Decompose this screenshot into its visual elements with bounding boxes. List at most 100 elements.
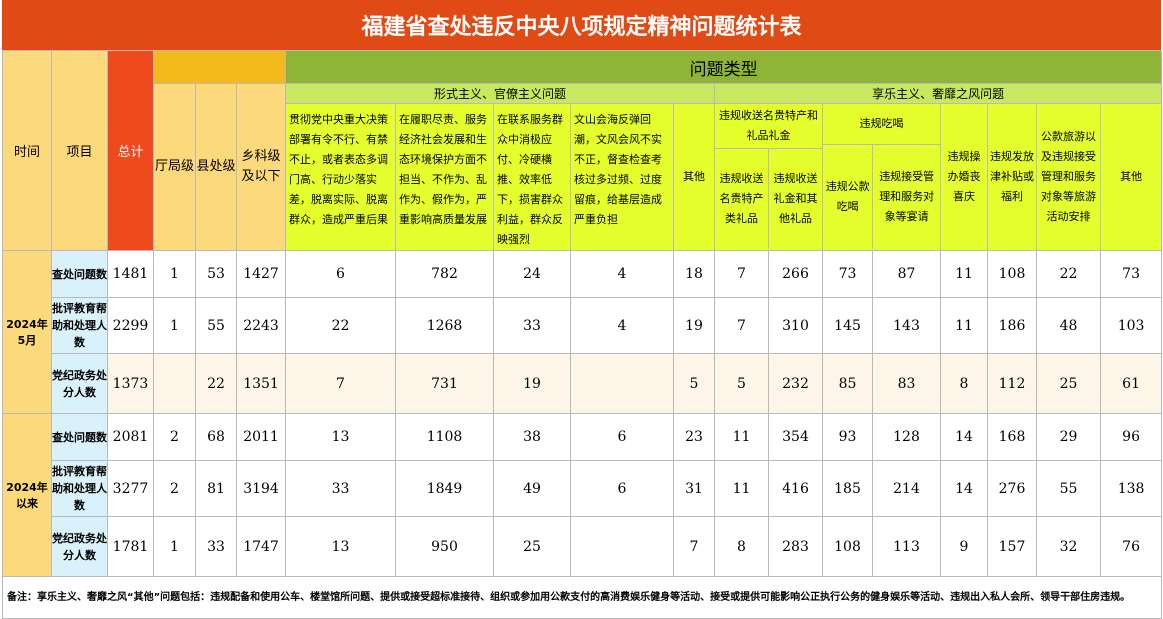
cell-value: 6	[285, 250, 397, 298]
footnote: 备注：享乐主义、奢靡之风“其他”问题包括：违规配备和使用公车、楼堂馆所问题、提供…	[1, 576, 1163, 619]
row-item: 党纪政务处分人数	[51, 516, 108, 577]
header-formalism-col: 其他	[673, 103, 716, 251]
header-level-band	[152, 50, 287, 84]
cell-value: 8	[714, 516, 770, 577]
cell-value: 76	[1100, 516, 1163, 577]
cell-value: 185	[822, 460, 874, 517]
cell-value: 5	[714, 353, 770, 414]
cell-value	[153, 353, 196, 414]
header-gift-cell: 违规收送名贵特产和礼品礼金 违规收送名贵特产类礼品 违规收送礼金和其他礼品	[714, 103, 824, 251]
header-level-2: 乡科级及以下	[235, 83, 287, 251]
cell-value: 2011	[235, 413, 287, 461]
header-hedonism-col: 违规发放津补贴或福利	[987, 103, 1038, 251]
header-dining-col: 违规公款吃喝	[824, 145, 874, 249]
cell-value: 103	[1100, 297, 1163, 354]
cell-value: 266	[768, 250, 824, 298]
period-label: 2024年以来	[2, 413, 52, 577]
cell-value: 19	[493, 353, 572, 414]
cell-value: 14	[940, 413, 989, 461]
header-total: 总计	[107, 50, 154, 251]
cell-value: 14	[940, 460, 989, 517]
cell-value: 68	[195, 413, 237, 461]
cell-value: 2	[153, 460, 196, 517]
cell-value: 29	[1036, 413, 1102, 461]
cell-value: 22	[285, 297, 397, 354]
cell-value: 143	[872, 297, 942, 354]
cell-value: 2299	[107, 297, 154, 354]
cell-value: 1268	[395, 297, 495, 354]
cell-value: 1427	[235, 250, 287, 298]
cell-value: 1	[153, 516, 196, 577]
cell-value: 145	[822, 297, 874, 354]
header-hedonism-col: 公款旅游以及违规接受管理和服务对象等旅游活动安排	[1036, 103, 1102, 251]
page-title: 福建省查处违反中央八项规定精神问题统计表	[2, 0, 1161, 50]
cell-value: 1108	[395, 413, 495, 461]
cell-value: 32	[1036, 516, 1102, 577]
cell-value: 128	[872, 413, 942, 461]
header-level-0: 厅局级	[153, 83, 196, 251]
cell-value: 55	[195, 297, 237, 354]
cell-value: 168	[987, 413, 1038, 461]
cell-value: 33	[285, 460, 397, 517]
header-formalism-col: 在履职尽责、服务经济社会发展和生态环境保护方面不担当、不作为、乱作为、假作为，严…	[395, 103, 495, 251]
header-item: 项目	[51, 50, 108, 251]
cell-value: 11	[940, 250, 989, 298]
cell-value: 48	[1036, 297, 1102, 354]
cell-value: 93	[822, 413, 874, 461]
cell-value: 950	[395, 516, 495, 577]
cell-value: 112	[987, 353, 1038, 414]
cell-value: 2081	[107, 413, 154, 461]
cell-value: 19	[673, 297, 716, 354]
row-item: 党纪政务处分人数	[51, 353, 108, 414]
cell-value: 13	[285, 413, 397, 461]
cell-value: 1849	[395, 460, 495, 517]
cell-value: 6	[570, 413, 675, 461]
cell-value: 2243	[235, 297, 287, 354]
cell-value: 24	[493, 250, 572, 298]
cell-value: 4	[570, 250, 675, 298]
cell-value: 354	[768, 413, 824, 461]
cell-value: 416	[768, 460, 824, 517]
cell-value: 1	[153, 250, 196, 298]
cell-value: 18	[673, 250, 716, 298]
cell-value: 13	[285, 516, 397, 577]
cell-value: 11	[940, 297, 989, 354]
header-group-formalism: 形式主义、官僚主义问题	[285, 83, 716, 104]
cell-value: 283	[768, 516, 824, 577]
cell-value: 1781	[107, 516, 154, 577]
row-item: 批评教育帮助和处理人数	[51, 297, 108, 354]
cell-value: 1351	[235, 353, 287, 414]
cell-value: 5	[673, 353, 716, 414]
cell-value: 38	[493, 413, 572, 461]
cell-value: 1481	[107, 250, 154, 298]
cell-value: 83	[872, 353, 942, 414]
header-hedonism-col: 其他	[1100, 103, 1163, 251]
cell-value: 23	[673, 413, 716, 461]
cell-value: 73	[1100, 250, 1163, 298]
cell-value: 33	[493, 297, 572, 354]
cell-value: 1373	[107, 353, 154, 414]
header-time: 时间	[2, 50, 52, 251]
cell-value: 108	[987, 250, 1038, 298]
header-level-1: 县处级	[195, 83, 237, 251]
cell-value	[570, 353, 675, 414]
cell-value: 4	[570, 297, 675, 354]
cell-value: 85	[822, 353, 874, 414]
cell-value: 6	[570, 460, 675, 517]
cell-value: 87	[872, 250, 942, 298]
cell-value: 7	[673, 516, 716, 577]
cell-value: 7	[285, 353, 397, 414]
cell-value: 1	[153, 297, 196, 354]
header-problem-type: 问题类型	[285, 50, 1163, 84]
cell-value: 31	[673, 460, 716, 517]
header-dining-col: 违规接受管理和服务对象等宴请	[879, 170, 935, 223]
cell-value: 108	[822, 516, 874, 577]
cell-value: 61	[1100, 353, 1163, 414]
cell-value: 138	[1100, 460, 1163, 517]
stats-table: 时间 项目 总计 问题类型 厅局级 县处级 乡科级及以下 形式主义、官僚主义问题…	[1, 50, 1163, 619]
cell-value: 81	[195, 460, 237, 517]
cell-value: 3194	[235, 460, 287, 517]
cell-value: 9	[940, 516, 989, 577]
period-label: 2024年5月	[2, 250, 52, 414]
